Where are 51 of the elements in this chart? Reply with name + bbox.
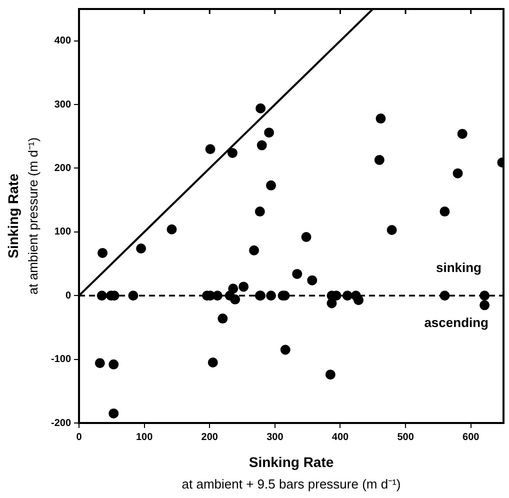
y-tick-label: 0	[65, 290, 72, 302]
point	[230, 294, 240, 304]
y-axis-title: Sinking Rate at ambient pressure (m d⁻¹)	[4, 137, 41, 295]
point	[301, 232, 312, 242]
point	[136, 243, 146, 254]
point	[266, 180, 276, 190]
point	[354, 295, 364, 306]
point	[386, 225, 397, 236]
point	[256, 103, 266, 114]
point	[325, 370, 336, 380]
point	[94, 358, 105, 368]
x-tick-label: 200	[201, 432, 218, 443]
x-tick-label: 600	[462, 432, 480, 443]
point	[249, 245, 260, 256]
point	[227, 148, 238, 158]
x-tick-label: 400	[332, 432, 350, 443]
x-tick-label: 500	[397, 432, 414, 443]
annotation: sinking	[436, 260, 482, 276]
point	[218, 314, 228, 324]
y-tick-label: -200	[51, 418, 72, 429]
point	[238, 282, 249, 292]
point	[326, 298, 337, 308]
point	[307, 275, 318, 286]
point	[264, 128, 274, 138]
point	[98, 248, 108, 258]
x-tick-label: 0	[76, 432, 82, 443]
annotation: ascending	[424, 315, 489, 330]
point	[452, 168, 463, 178]
point	[440, 206, 450, 217]
y-tick-label: 300	[54, 99, 72, 110]
point	[108, 359, 119, 370]
point	[108, 408, 119, 418]
point	[256, 140, 267, 150]
y-tick-label: -100	[51, 354, 72, 366]
point	[205, 144, 216, 154]
point	[280, 344, 290, 355]
y-tick-label: 200	[54, 162, 72, 174]
point	[376, 114, 386, 124]
x-tick-label: 100	[136, 432, 154, 443]
x-tick-label: 300	[266, 432, 284, 443]
point	[166, 224, 177, 234]
point	[374, 154, 384, 165]
point	[480, 300, 490, 310]
y-tick-label: 100	[54, 226, 72, 238]
point	[228, 284, 238, 294]
point	[292, 268, 302, 279]
point	[208, 357, 218, 368]
point	[254, 206, 265, 217]
y-tick-label: 400	[54, 36, 72, 47]
x-axis-title: Sinking Rate at ambient + 9.5 bars pressure (m d⁻¹)	[182, 454, 401, 492]
point	[457, 128, 468, 139]
